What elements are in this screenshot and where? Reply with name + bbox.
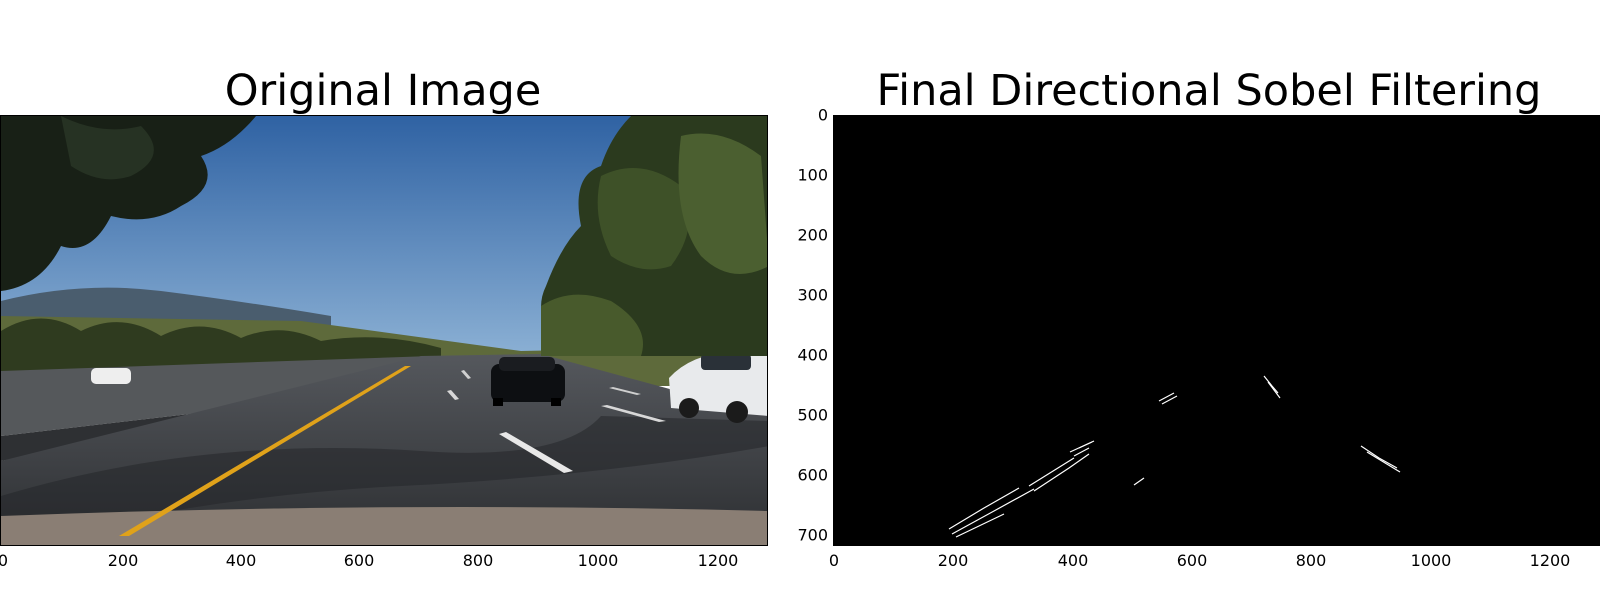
detected-edges — [948, 375, 1401, 538]
left-x-tick: 1000 — [577, 551, 619, 570]
right-y-tick: 400 — [797, 345, 828, 365]
trees-top-left — [1, 116, 256, 291]
right-y-tick: 0 — [817, 105, 828, 125]
right-x-tick: 200 — [937, 551, 969, 570]
black-car — [491, 357, 565, 406]
right-x-tick: 1200 — [1529, 551, 1571, 570]
left-x-tick: 200 — [107, 551, 139, 570]
right-y-tick: 100 — [797, 165, 828, 185]
left-x-tick: 1200 — [697, 551, 739, 570]
right-panel-title: Final Directional Sobel Filtering — [876, 66, 1542, 116]
right-x-tick: 1000 — [1410, 551, 1452, 570]
right-y-tick: 500 — [797, 405, 828, 425]
right-x-tick: 0 — [828, 551, 840, 570]
original-image — [0, 115, 768, 546]
right-y-tick: 300 — [797, 285, 828, 305]
right-y-tick: 200 — [797, 225, 828, 245]
left-x-tick: 600 — [343, 551, 375, 570]
car-hood — [1, 507, 767, 545]
left-x-tick: 800 — [462, 551, 494, 570]
right-x-tick: 800 — [1295, 551, 1327, 570]
right-y-tick: 700 — [797, 525, 828, 545]
left-x-tick: 0 — [0, 551, 9, 570]
left-panel-title: Original Image — [224, 66, 542, 116]
right-x-tick: 400 — [1057, 551, 1089, 570]
yellow-lane-line — [119, 366, 411, 536]
white-car — [669, 352, 767, 423]
right-x-tick: 600 — [1176, 551, 1208, 570]
filtered-image — [833, 115, 1600, 546]
white-lane-dash — [499, 432, 573, 473]
left-x-tick: 400 — [225, 551, 257, 570]
right-y-tick: 600 — [797, 465, 828, 485]
